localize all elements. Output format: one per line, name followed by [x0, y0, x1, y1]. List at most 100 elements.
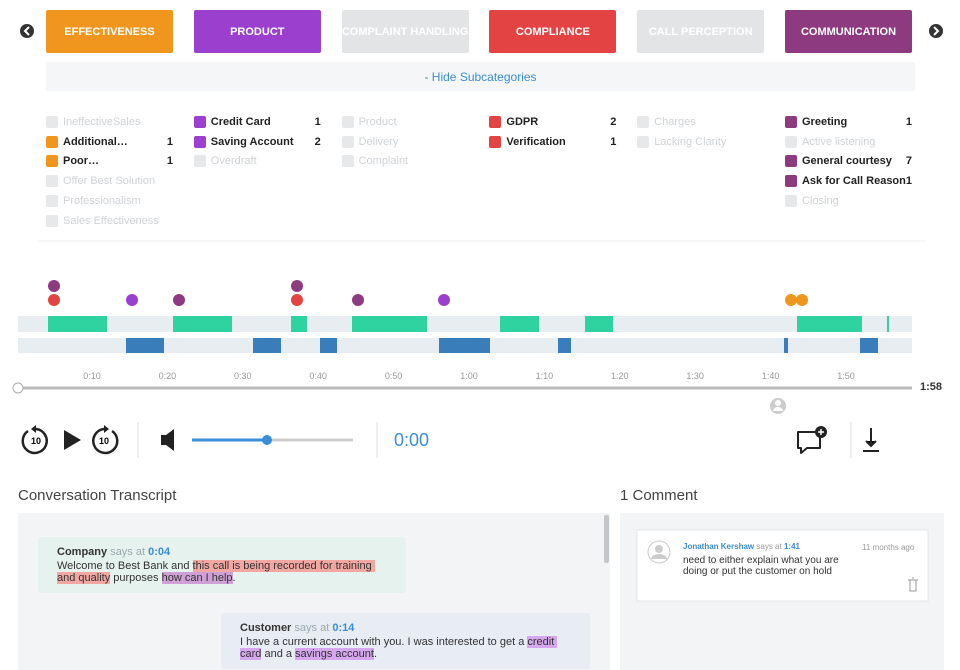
highlight: how can I help	[161, 572, 233, 584]
prev-arrow[interactable]	[20, 24, 34, 38]
checkbox[interactable]	[46, 155, 58, 168]
subcategory-label: Ask for Call Reason	[801, 175, 906, 188]
category-tab[interactable]: CALL PERCEPTION	[637, 10, 765, 53]
message: Company says at 0:04 Welcome to Best Bank…	[38, 537, 406, 593]
message: Customer says at 0:14 I have a current ac…	[221, 613, 590, 669]
subcategory-row[interactable]: GDPR 2	[489, 115, 616, 129]
subcategory-row[interactable]: Active listening	[785, 135, 912, 149]
highlight: savings account	[295, 648, 374, 660]
speaker: Customer	[240, 622, 292, 634]
checkbox[interactable]	[785, 175, 797, 188]
checkbox[interactable]	[46, 116, 58, 128]
subcategory-row[interactable]: General courtesy 7	[785, 154, 912, 168]
time-tick-label: 1:50	[837, 371, 855, 381]
checkbox[interactable]	[489, 116, 502, 128]
category-tab[interactable]: PRODUCT	[193, 10, 321, 53]
message-time[interactable]: 0:04	[148, 546, 171, 558]
checkbox[interactable]	[785, 116, 797, 128]
checkbox[interactable]	[341, 116, 354, 128]
subcategory-row[interactable]: Closing	[785, 194, 912, 208]
comments-title: 1 Comment	[620, 487, 698, 504]
subcategory-label: Active listening	[802, 135, 876, 148]
checkbox[interactable]	[637, 116, 650, 128]
text-segment: Welcome to Best Bank and	[57, 560, 193, 572]
checkbox[interactable]	[46, 175, 58, 188]
subcategory-label: Lacking Clarity	[654, 135, 727, 148]
subcategory-row[interactable]: Poor… 1	[46, 154, 173, 168]
time-tick-label: 1:00	[460, 371, 478, 381]
volume-icon[interactable]	[161, 429, 174, 451]
subcategory-count: 2	[314, 135, 321, 148]
category-tab[interactable]: COMPLIANCE	[489, 10, 617, 53]
time-tick-label: 1:30	[686, 371, 704, 381]
checkbox[interactable]	[637, 135, 650, 148]
checkbox[interactable]	[785, 155, 797, 168]
subcategory-label: Poor…	[63, 155, 100, 168]
timeline-dots	[48, 280, 808, 306]
subcategory-row[interactable]: Sales Effectiveness	[46, 214, 173, 228]
subcategory-row[interactable]: Credit Card 1	[193, 115, 321, 129]
subcategory-row[interactable]: Professionalism	[46, 194, 173, 208]
checkbox[interactable]	[341, 135, 354, 148]
checkbox[interactable]	[193, 155, 206, 168]
svg-text:10: 10	[31, 436, 41, 446]
subcategory-row[interactable]: Overdraft	[193, 154, 321, 168]
subcategory-row[interactable]: Product	[341, 115, 469, 129]
subcategory-label: Offer Best Solution	[63, 175, 156, 188]
comment-author: Jonathan Kershaw	[683, 542, 755, 551]
play-button[interactable]	[64, 430, 81, 450]
checkbox[interactable]	[785, 135, 797, 148]
comment-time[interactable]: 1:41	[783, 542, 800, 551]
subcategory-row[interactable]: Complaint	[341, 154, 469, 168]
forward-10[interactable]: 10	[92, 425, 119, 455]
subcategory-count: 2	[610, 116, 617, 128]
next-arrow[interactable]	[929, 24, 943, 38]
subcategory-label: Product	[358, 116, 397, 128]
delete-comment[interactable]	[908, 577, 918, 592]
checkbox[interactable]	[193, 116, 206, 128]
checkbox[interactable]	[46, 214, 58, 227]
category-tab[interactable]: COMPLAINT HANDLING	[341, 10, 469, 53]
subcategory-count: 1	[166, 155, 173, 168]
scrollbar[interactable]	[604, 515, 609, 563]
text-segment: and a	[261, 648, 296, 660]
subcategory-row[interactable]: Delivery	[341, 135, 469, 149]
checkbox[interactable]	[193, 135, 206, 148]
comment-header: Jonathan Kershaw says at 1:41	[683, 542, 800, 551]
checkbox[interactable]	[46, 135, 58, 148]
category-tab[interactable]: EFFECTIVENESS	[46, 10, 173, 53]
subcategory-label: General courtesy	[802, 155, 892, 168]
says-at: says at	[294, 622, 330, 634]
subcategory-row[interactable]: Ask for Call Reason 1	[785, 174, 912, 188]
download[interactable]	[863, 428, 879, 452]
subcategory-row[interactable]: IneffectiveSales	[46, 115, 173, 129]
subcategory-row[interactable]: Additional… 1	[46, 135, 173, 149]
subcategory-label: Credit Card	[210, 116, 271, 128]
subcategory-label: Professionalism	[63, 194, 141, 207]
hide-subcategories-link[interactable]: - Hide Subcategories	[424, 69, 537, 84]
subcategory-row[interactable]: Verification 1	[489, 135, 616, 149]
subcategory-row[interactable]: Charges	[637, 115, 764, 129]
subcategory-row[interactable]: Saving Account 2	[193, 135, 321, 149]
checkbox[interactable]	[341, 155, 354, 168]
subcategory-row[interactable]: Offer Best Solution	[46, 174, 173, 188]
subcategory-label: Charges	[654, 116, 696, 128]
time-tick-label: 0:10	[83, 371, 101, 381]
add-comment[interactable]	[797, 426, 827, 454]
checkbox[interactable]	[489, 135, 502, 148]
subcategory-row[interactable]: Greeting 1	[785, 115, 912, 129]
comment-marker[interactable]	[770, 398, 786, 414]
message-time[interactable]: 0:14	[332, 622, 355, 634]
text-segment: I have a current account with you. I was…	[240, 636, 528, 648]
subcategory-label: Greeting	[802, 116, 848, 128]
checkbox[interactable]	[46, 194, 58, 207]
progress-knob[interactable]	[12, 382, 24, 394]
subcategory-row[interactable]: Lacking Clarity	[637, 135, 764, 149]
subcategory-count: 1	[905, 116, 912, 128]
rewind-10[interactable]: 10	[21, 425, 48, 455]
category-tab[interactable]: COMMUNICATION	[785, 10, 912, 53]
checkbox[interactable]	[785, 194, 797, 207]
avatar	[647, 540, 671, 564]
comment-text: need to either explain what you are doin…	[683, 555, 839, 577]
